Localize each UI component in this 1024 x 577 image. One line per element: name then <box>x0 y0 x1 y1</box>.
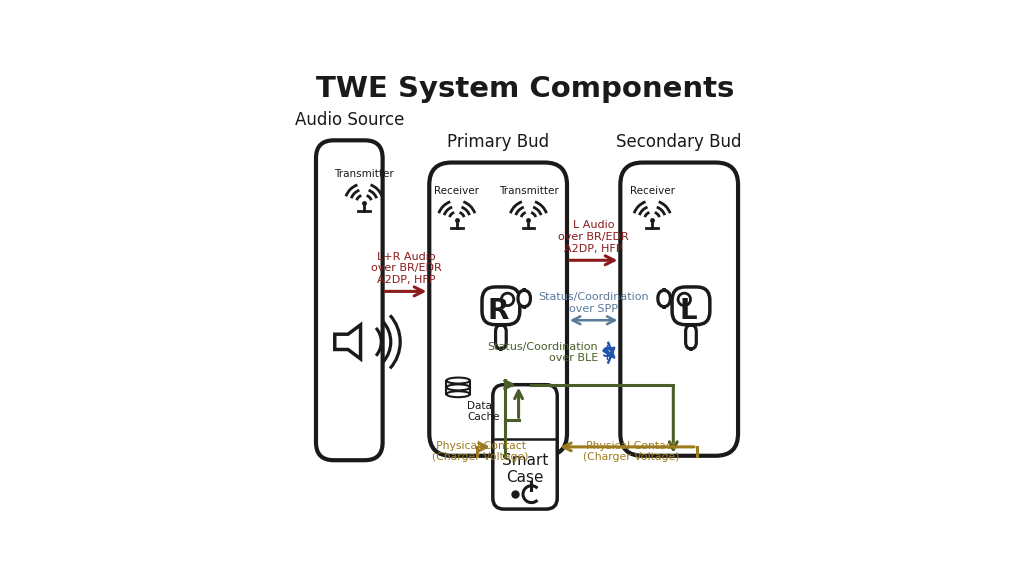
FancyBboxPatch shape <box>493 385 557 509</box>
Text: Data
Cache: Data Cache <box>467 401 500 422</box>
Ellipse shape <box>446 391 470 397</box>
FancyBboxPatch shape <box>657 290 671 307</box>
FancyBboxPatch shape <box>496 325 506 349</box>
Text: Transmitter: Transmitter <box>334 168 394 179</box>
Text: Transmitter: Transmitter <box>499 186 558 196</box>
FancyBboxPatch shape <box>316 140 383 460</box>
Text: Receiver: Receiver <box>434 186 479 196</box>
FancyBboxPatch shape <box>429 163 567 456</box>
Ellipse shape <box>446 377 470 384</box>
FancyBboxPatch shape <box>482 287 520 325</box>
Text: $: $ <box>602 345 612 360</box>
Ellipse shape <box>446 384 470 391</box>
FancyBboxPatch shape <box>686 325 696 349</box>
Text: Receiver: Receiver <box>630 186 675 196</box>
Text: Status/Coordination
over SPP: Status/Coordination over SPP <box>539 292 649 314</box>
Text: Physical Contact
(Charger Voltage): Physical Contact (Charger Voltage) <box>584 440 680 462</box>
Text: Secondary Bud: Secondary Bud <box>616 133 742 151</box>
Text: L Audio
over BR/EDR
A2DP, HFP: L Audio over BR/EDR A2DP, HFP <box>558 220 629 254</box>
Text: L: L <box>680 297 697 325</box>
Text: Audio Source: Audio Source <box>295 111 404 129</box>
Text: Physical Contact
(Charger Voltage): Physical Contact (Charger Voltage) <box>432 440 529 462</box>
Text: L+R Audio
over BR/EDR
A2DP, HFP: L+R Audio over BR/EDR A2DP, HFP <box>371 252 441 284</box>
Text: R: R <box>488 297 509 325</box>
FancyBboxPatch shape <box>518 290 530 307</box>
Text: Smart
Case: Smart Case <box>502 453 548 485</box>
FancyBboxPatch shape <box>672 287 710 325</box>
Text: TWE System Components: TWE System Components <box>315 75 734 103</box>
Text: Primary Bud: Primary Bud <box>447 133 549 151</box>
Text: Status/Coordination
over BLE: Status/Coordination over BLE <box>487 342 598 364</box>
FancyBboxPatch shape <box>621 163 738 456</box>
